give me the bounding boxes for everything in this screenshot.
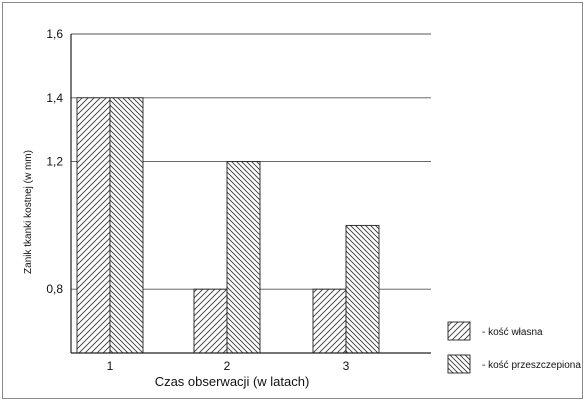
bars-group — [76, 97, 380, 354]
legend: - kość własna - kość przeszczepiona — [447, 321, 581, 374]
y-tick-label: 0,8 — [46, 282, 63, 296]
x-tick-label: 3 — [343, 359, 350, 373]
x-tick-label: 1 — [107, 359, 114, 373]
y-axis-label: Zanik tkanki kostnej (w mm) — [23, 150, 34, 274]
x-tick-label: 2 — [224, 359, 231, 373]
bar-kosc-przeszczepiona-1 — [109, 97, 144, 354]
y-tick-labels: 0,8 1,2 1,4 1,6 — [46, 27, 63, 296]
x-axis-label: Czas obserwacji (w latach) — [155, 374, 310, 389]
bar-kosc-wlasna-2 — [193, 288, 228, 354]
bar-kosc-przeszczepiona-2 — [226, 161, 261, 354]
legend-label: - kość własna — [482, 327, 543, 338]
y-tick-label: 1,6 — [46, 27, 63, 41]
legend-label: - kość przeszczepiona — [482, 360, 581, 371]
bar-kosc-wlasna-3 — [312, 288, 347, 354]
y-tick-label: 1,2 — [46, 155, 63, 169]
legend-swatch — [447, 354, 471, 374]
axes-group — [70, 34, 431, 354]
bar-kosc-przeszczepiona-3 — [345, 224, 380, 354]
bar-kosc-wlasna-1 — [76, 97, 111, 354]
x-tick-labels: 1 2 3 — [107, 359, 350, 373]
y-tick-label: 1,4 — [46, 91, 63, 105]
legend-swatch — [447, 321, 471, 341]
